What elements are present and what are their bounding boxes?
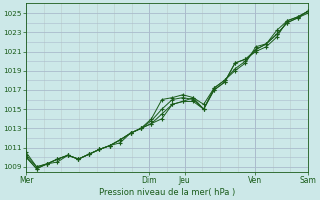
X-axis label: Pression niveau de la mer( hPa ): Pression niveau de la mer( hPa ) — [99, 188, 235, 197]
